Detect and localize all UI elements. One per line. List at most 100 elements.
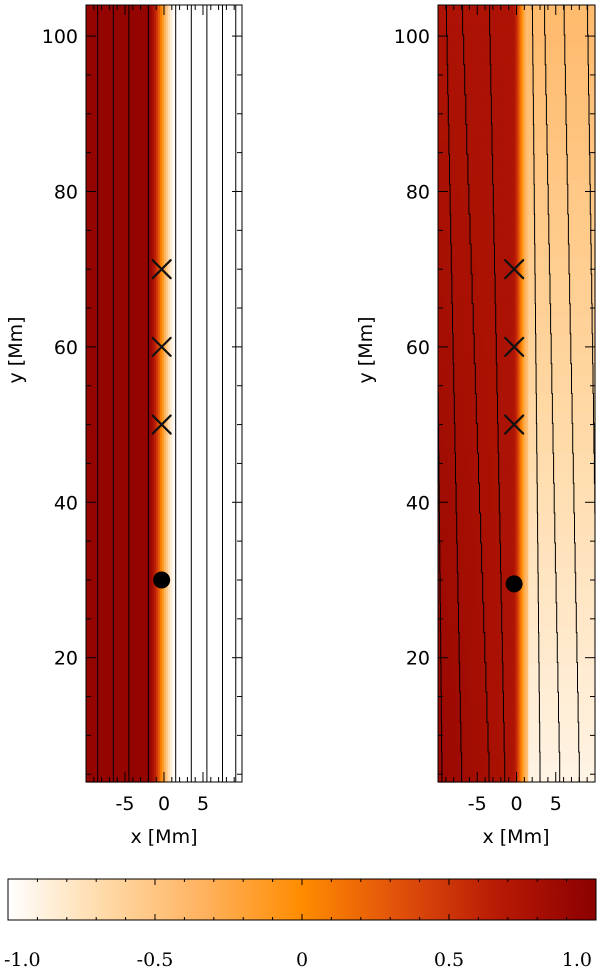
right-panel-heat-cell bbox=[469, 276, 472, 297]
right-panel-heat-cell bbox=[589, 24, 592, 45]
right-panel-heat-cell bbox=[487, 568, 490, 589]
right-panel-heat-cell bbox=[530, 646, 533, 667]
right-panel-heat-cell bbox=[561, 160, 565, 181]
right-panel-heat-cell bbox=[534, 140, 537, 161]
right-panel-heat-cell bbox=[500, 412, 504, 433]
right-panel-heat-cell bbox=[559, 723, 563, 744]
right-panel-heat-cell bbox=[451, 179, 455, 200]
right-panel-heat-cell bbox=[502, 412, 506, 433]
right-panel-heat-cell bbox=[585, 432, 588, 453]
right-panel-heat-cell bbox=[528, 315, 531, 336]
right-panel-heat-cell bbox=[534, 762, 537, 783]
right-panel-heat-cell bbox=[487, 63, 490, 84]
right-panel-heat-cell bbox=[538, 626, 541, 647]
right-panel-heat-cell bbox=[593, 218, 596, 239]
right-panel-heat-cell bbox=[467, 335, 470, 356]
left-panel-heat-cell bbox=[226, 5, 229, 783]
right-panel-heat-cell bbox=[551, 160, 555, 181]
right-panel-heat-cell bbox=[553, 5, 557, 26]
right-panel-heat-cell bbox=[512, 646, 516, 667]
right-panel-heat-cell bbox=[494, 82, 498, 103]
right-panel-heat-cell bbox=[469, 587, 472, 608]
right-panel-heat-cell bbox=[487, 102, 490, 123]
right-panel-heat-cell bbox=[465, 762, 469, 783]
right-panel-heat-cell bbox=[447, 646, 451, 667]
right-panel-heat-cell bbox=[543, 529, 547, 550]
right-panel-heat-cell bbox=[538, 82, 541, 103]
right-panel-heat-cell bbox=[504, 626, 508, 647]
right-panel-heat-cell bbox=[479, 238, 482, 259]
right-panel-heat-cell bbox=[559, 587, 563, 608]
right-panel-heat-cell bbox=[559, 335, 563, 356]
right-panel-heat-cell bbox=[522, 199, 525, 220]
right-panel-heat-cell bbox=[585, 179, 588, 200]
right-panel-heat-cell bbox=[447, 257, 451, 278]
right-panel-heat-cell bbox=[445, 412, 449, 433]
right-panel-heat-cell bbox=[473, 82, 476, 103]
right-panel-heat-cell bbox=[453, 548, 457, 569]
right-panel-heat-cell bbox=[549, 393, 553, 414]
right-panel-heat-cell bbox=[589, 684, 592, 705]
right-panel-heat-cell bbox=[439, 646, 443, 667]
right-panel-heat-cell bbox=[477, 296, 480, 317]
right-panel-heat-cell bbox=[455, 218, 459, 239]
right-panel-heat-cell bbox=[481, 238, 484, 259]
right-panel-heat-cell bbox=[449, 374, 453, 395]
right-panel-heat-cell bbox=[463, 548, 467, 569]
right-panel-heat-cell bbox=[526, 529, 529, 550]
right-panel-heat-cell bbox=[485, 140, 488, 161]
right-panel-heat-cell bbox=[577, 432, 580, 453]
right-panel-heat-cell bbox=[534, 490, 537, 511]
right-panel-heat-cell bbox=[455, 121, 459, 142]
right-panel-heat-cell bbox=[540, 762, 543, 783]
right-panel-heat-cell bbox=[508, 121, 512, 142]
right-panel-heat-cell bbox=[530, 315, 533, 336]
right-panel-heat-cell bbox=[530, 140, 533, 161]
right-panel-heat-cell bbox=[518, 471, 522, 492]
right-panel-heat-cell bbox=[457, 548, 461, 569]
right-panel-heat-cell bbox=[473, 587, 476, 608]
right-panel-heat-cell bbox=[465, 43, 469, 64]
right-panel-heat-cell bbox=[475, 315, 478, 336]
right-panel-heat-cell bbox=[508, 102, 512, 123]
right-panel-heat-cell bbox=[490, 412, 494, 433]
right-panel-heat-cell bbox=[461, 646, 465, 667]
right-panel-heat-cell bbox=[567, 762, 571, 783]
right-panel-heat-cell bbox=[506, 704, 510, 725]
right-panel-heat-cell bbox=[453, 510, 457, 531]
right-panel-heat-cell bbox=[471, 568, 474, 589]
right-panel-heat-cell bbox=[498, 762, 502, 783]
right-panel-heat-cell bbox=[439, 140, 443, 161]
right-panel-heat-cell bbox=[489, 140, 492, 161]
right-panel-heat-cell bbox=[559, 684, 563, 705]
left-panel-heat-cell bbox=[117, 5, 120, 783]
right-panel-heat-cell bbox=[508, 587, 512, 608]
right-panel-heat-cell bbox=[469, 412, 472, 433]
right-panel-heat-cell bbox=[557, 451, 561, 472]
right-panel-heat-cell bbox=[587, 510, 590, 531]
right-panel-heat-cell bbox=[506, 140, 510, 161]
right-panel-heat-cell bbox=[469, 102, 472, 123]
right-panel-heat-cell bbox=[567, 335, 571, 356]
right-panel-heat-cell bbox=[463, 257, 467, 278]
right-panel-heat-cell bbox=[593, 24, 596, 45]
right-panel-heat-cell bbox=[465, 587, 469, 608]
right-panel-heat-cell bbox=[451, 140, 455, 161]
right-panel-heat-cell bbox=[492, 374, 496, 395]
right-panel-heat-cell bbox=[459, 296, 463, 317]
right-panel-heat-cell bbox=[473, 412, 476, 433]
right-panel-heat-cell bbox=[555, 684, 559, 705]
right-panel-heat-cell bbox=[579, 179, 582, 200]
right-panel-heat-cell bbox=[451, 218, 455, 239]
right-panel-heat-cell bbox=[477, 218, 480, 239]
right-panel-heat-cell bbox=[489, 646, 492, 667]
right-panel-heat-cell bbox=[467, 24, 470, 45]
right-panel-heat-cell bbox=[441, 626, 445, 647]
right-panel-heat-cell bbox=[514, 684, 518, 705]
right-panel-heat-cell bbox=[567, 548, 571, 569]
right-panel-heat-cell bbox=[465, 24, 469, 45]
right-panel-heat-cell bbox=[496, 762, 500, 783]
right-panel-heat-cell bbox=[439, 412, 443, 433]
right-panel-heat-cell bbox=[461, 238, 465, 259]
right-panel-heat-cell bbox=[471, 451, 474, 472]
